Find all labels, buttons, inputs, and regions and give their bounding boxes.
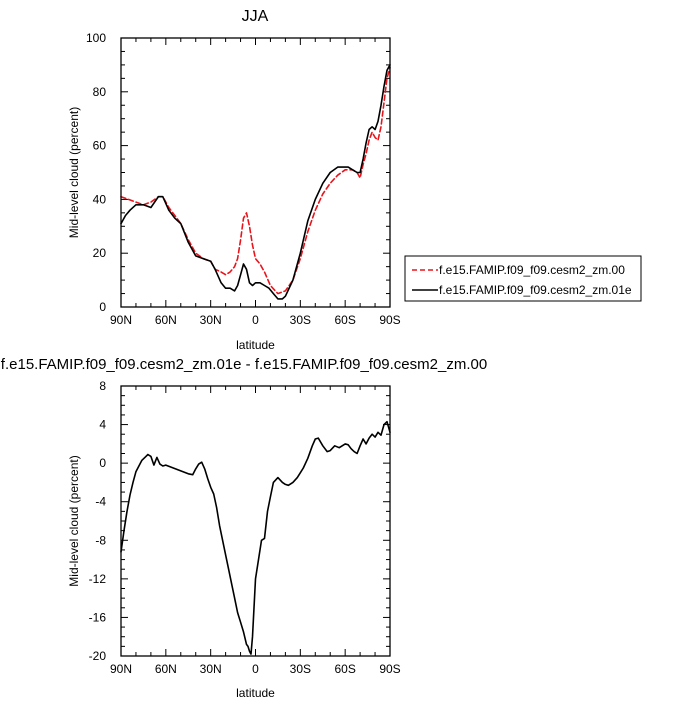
bottom-x-axis-label: latitude bbox=[236, 686, 275, 700]
legend: f.e15.FAMIP.f09_f09.cesm2_zm.00 f.e15.FA… bbox=[404, 255, 642, 302]
top-series-line-2 bbox=[120, 64, 391, 300]
legend-box bbox=[404, 255, 642, 302]
bottom-y-tick-label: 4 bbox=[99, 418, 106, 432]
bottom-series-line-1 bbox=[120, 420, 391, 655]
bottom-y-tick-label: 0 bbox=[99, 456, 106, 470]
bottom-x-tick-label: 90N bbox=[110, 662, 132, 676]
top-y-tick-label: 60 bbox=[93, 139, 107, 153]
bottom-x-tick-label: 30S bbox=[290, 662, 311, 676]
top-x-tick-label: 0 bbox=[252, 313, 259, 327]
top-x-tick-label: 90S bbox=[379, 313, 400, 327]
top-y-tick-label: 0 bbox=[99, 300, 106, 314]
bottom-axes: 90N 60N 30N 0 30S 60S 90S -20 -16 -12 -8 -4 0 4 8 bbox=[89, 379, 401, 676]
top-y-tick-label: 20 bbox=[93, 246, 107, 260]
bottom-y-tick-label: -4 bbox=[95, 495, 106, 509]
top-x-axis-label: latitude bbox=[236, 338, 275, 352]
top-x-tick-label: 60N bbox=[155, 313, 177, 327]
bottom-plot-frame bbox=[120, 385, 391, 657]
bottom-x-tick-label: 30N bbox=[200, 662, 222, 676]
top-y-axis-label: Mid-level cloud (percent) bbox=[67, 107, 81, 238]
bottom-x-tick-label: 0 bbox=[252, 662, 259, 676]
top-x-tick-label: 60S bbox=[334, 313, 355, 327]
top-series-group bbox=[120, 64, 391, 300]
top-chart-title: JJA bbox=[242, 8, 269, 25]
top-x-tick-label: 30N bbox=[200, 313, 222, 327]
bottom-y-tick-label: -20 bbox=[89, 649, 107, 663]
legend-label-series-00: f.e15.FAMIP.f09_f09.cesm2_zm.00 bbox=[439, 263, 625, 277]
bottom-y-tick-label: -16 bbox=[89, 610, 107, 624]
bottom-series-group bbox=[120, 420, 391, 655]
top-series-line-1 bbox=[120, 66, 391, 295]
top-panel: JJA 90N 60N 30N 0 30S 60S 90S 0 20 40 60 80 100 lati… bbox=[67, 8, 401, 352]
bottom-panel: f.e15.FAMIP.f09_f09.cesm2_zm.01e - f.e15… bbox=[1, 356, 487, 700]
top-axes: 90N 60N 30N 0 30S 60S 90S 0 20 40 60 80 100 bbox=[86, 31, 401, 327]
bottom-y-axis-label: Mid-level cloud (percent) bbox=[67, 455, 81, 586]
bottom-x-tick-label: 90S bbox=[379, 662, 400, 676]
bottom-chart-title: f.e15.FAMIP.f09_f09.cesm2_zm.01e - f.e15… bbox=[1, 356, 487, 373]
top-x-tick-label: 90N bbox=[110, 313, 132, 327]
top-y-tick-label: 40 bbox=[93, 192, 107, 206]
bottom-y-tick-label: 8 bbox=[99, 379, 106, 393]
legend-label-series-01e: f.e15.FAMIP.f09_f09.cesm2_zm.01e bbox=[439, 283, 632, 297]
bottom-y-tick-label: -8 bbox=[95, 533, 106, 547]
bottom-y-tick-label: -12 bbox=[89, 572, 107, 586]
top-x-tick-label: 30S bbox=[290, 313, 311, 327]
bottom-x-tick-label: 60S bbox=[334, 662, 355, 676]
top-plot-frame bbox=[120, 37, 391, 308]
top-y-tick-label: 80 bbox=[93, 85, 107, 99]
bottom-x-tick-label: 60N bbox=[155, 662, 177, 676]
top-y-tick-label: 100 bbox=[86, 31, 106, 45]
